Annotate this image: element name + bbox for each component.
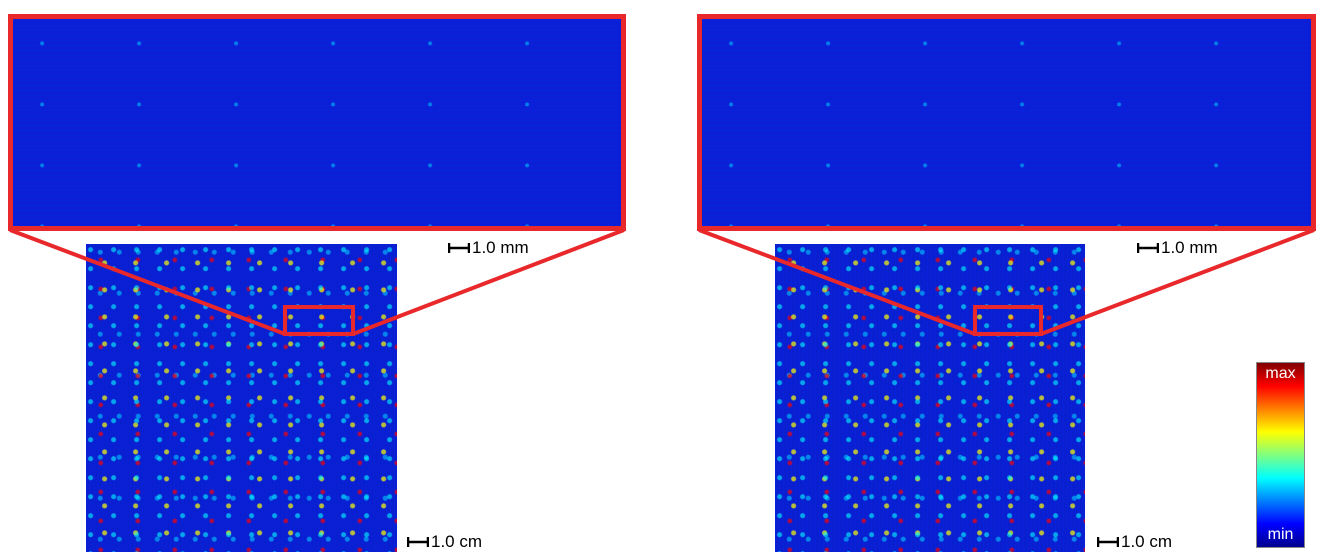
colorbar-max: max — [1257, 365, 1304, 383]
scale-label: 1.0 cm — [1121, 532, 1172, 552]
scale-bar: 1.0 mm — [1137, 238, 1218, 258]
colorbar-min: min — [1257, 526, 1304, 544]
scale-bar: 1.0 cm — [1097, 532, 1172, 552]
scale-label: 1.0 mm — [472, 238, 529, 258]
figure: 1.0 mm 1.0 cm 1.0 mm 1.0 cm max min (() … — [0, 0, 1322, 552]
scale-label: 1.0 mm — [1161, 238, 1218, 258]
scale-label: 1.0 cm — [431, 532, 482, 552]
scale-bar: 1.0 mm — [448, 238, 529, 258]
colorbar: max min — [1256, 362, 1305, 548]
zoom-outlines — [0, 0, 1322, 552]
scale-bar: 1.0 cm — [407, 532, 482, 552]
